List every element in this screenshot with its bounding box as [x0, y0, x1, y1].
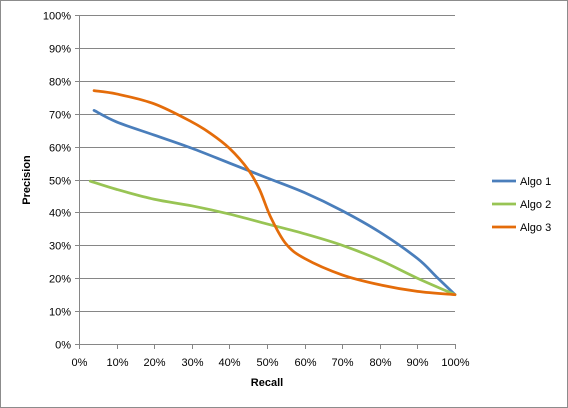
y-tick-label: 90% [49, 44, 71, 56]
legend-label-algo-3: Algo 3 [520, 222, 551, 234]
y-tick-label: 50% [49, 176, 71, 188]
x-tick-label: 0% [72, 357, 88, 369]
x-tick-label: 80% [369, 357, 391, 369]
x-tick-label: 60% [294, 357, 316, 369]
y-tick-label: 40% [49, 208, 71, 220]
y-tick-label: 60% [49, 143, 71, 155]
x-tick-label: 10% [106, 357, 128, 369]
gridlines [79, 15, 455, 312]
x-tick-label: 90% [406, 357, 428, 369]
x-tick-label: 40% [218, 357, 240, 369]
y-tick-label: 10% [49, 307, 71, 319]
x-tick-label: 20% [143, 357, 165, 369]
y-axis-title: Precision [21, 155, 33, 205]
legend-label-algo-1: Algo 1 [520, 176, 551, 188]
series-line-algo-2 [88, 179, 457, 297]
y-tick-label: 30% [49, 241, 71, 253]
legend: Algo 1 Algo 2 Algo 3 [492, 176, 551, 234]
x-tick-label: 100% [441, 357, 469, 369]
y-tick-label: 0% [55, 340, 71, 352]
y-tick-label: 80% [49, 77, 71, 89]
y-tick-label: 20% [49, 274, 71, 286]
y-tick-label: 70% [49, 110, 71, 122]
series-lines [88, 89, 457, 297]
axes: 0% 10% 20% 30% 40% 50% 60% 70% 80% 90% 100% 0% 10% 20… [43, 11, 470, 370]
x-tick-label: 30% [181, 357, 203, 369]
x-tick-label: 50% [256, 357, 278, 369]
x-axis-title: Recall [251, 377, 283, 389]
x-tick-label: 70% [331, 357, 353, 369]
y-tick-label: 100% [43, 11, 71, 23]
series-line-algo-1 [92, 109, 457, 297]
series-line-algo-3 [92, 89, 457, 297]
legend-label-algo-2: Algo 2 [520, 199, 551, 211]
